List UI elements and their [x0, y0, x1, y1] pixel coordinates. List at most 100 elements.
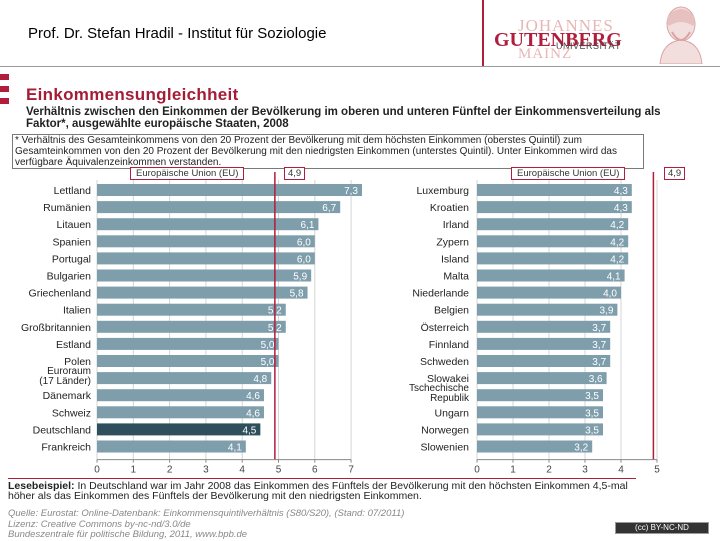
- definition-box: * Verhältnis des Gesamteinkommens von de…: [12, 134, 644, 169]
- value-label: 6,0: [297, 254, 311, 265]
- category-label: Euroraum (17 Länder): [39, 366, 91, 387]
- category-label: Malta: [443, 271, 469, 283]
- cc-license-badge: (cc) BY-NC-ND: [615, 522, 709, 534]
- bar: [97, 337, 279, 350]
- value-label: 6,7: [322, 203, 336, 214]
- value-label: 4,5: [242, 425, 256, 436]
- category-label: Litauen: [57, 219, 92, 231]
- bar: [477, 423, 603, 436]
- category-label: Schweiz: [52, 407, 91, 419]
- university-logo: JOHANNES GUTENBERG UNIVERSITÄT MAINZ: [494, 16, 624, 62]
- category-label: Rumänien: [43, 202, 91, 214]
- eu-reference-label-left: Europäische Union (EU): [130, 167, 245, 180]
- reading-example-text: In Deutschland war im Jahr 2008 das Eink…: [8, 480, 628, 502]
- value-label: 4,1: [228, 443, 242, 454]
- category-label: Slowenien: [421, 442, 470, 454]
- reading-example-label: Lesebeispiel:: [8, 480, 75, 492]
- value-label: 4,2: [610, 254, 624, 265]
- category-label: Ungarn: [435, 407, 470, 419]
- accent-mark: [0, 86, 9, 92]
- x-tick-label: 2: [546, 465, 552, 476]
- bar: [97, 406, 264, 419]
- category-label: Niederlande: [412, 288, 469, 300]
- category-label: Dänemark: [43, 390, 92, 402]
- category-label: Deutschland: [33, 424, 92, 436]
- chart-title: Einkommensungleichheit: [26, 85, 239, 104]
- slide-header: Prof. Dr. Stefan Hradil - Institut für S…: [0, 0, 720, 67]
- category-label: Spanien: [52, 236, 91, 248]
- bar: [97, 269, 312, 282]
- logo-line-4: MAINZ: [518, 46, 573, 62]
- bar: [97, 355, 279, 367]
- bar: [477, 406, 603, 419]
- bar: [97, 252, 315, 265]
- category-label: Italien: [63, 305, 91, 317]
- eu-reference-label-right: Europäische Union (EU): [511, 167, 626, 180]
- accent-mark: [0, 74, 9, 80]
- x-tick-label: 5: [654, 465, 660, 476]
- value-label: 6,0: [297, 237, 311, 248]
- value-label: 3,2: [574, 443, 588, 454]
- x-tick-label: 5: [276, 465, 282, 476]
- reading-example: Lesebeispiel: In Deutschland war im Jahr…: [8, 478, 636, 501]
- header-rule: [0, 66, 720, 67]
- bar: [97, 286, 308, 299]
- header-title: Prof. Dr. Stefan Hradil - Institut für S…: [28, 25, 327, 42]
- bar: [97, 423, 261, 436]
- x-tick-label: 4: [618, 465, 624, 476]
- bar: [477, 320, 611, 333]
- bar: [97, 218, 319, 231]
- value-label: 4,3: [614, 203, 628, 214]
- value-label: 3,6: [589, 374, 603, 385]
- category-label: Bulgarien: [47, 271, 92, 283]
- category-label: Irland: [443, 219, 469, 231]
- value-label: 5,0: [261, 357, 275, 368]
- logo-line-3: UNIVERSITÄT: [556, 41, 622, 51]
- bar: [477, 355, 611, 367]
- value-label: 5,0: [261, 340, 275, 351]
- value-label: 7,3: [344, 186, 358, 197]
- value-label: 4,8: [253, 374, 267, 385]
- category-label: Schweden: [420, 356, 469, 368]
- bar: [97, 184, 362, 196]
- category-label: Finnland: [429, 339, 469, 351]
- bar: [97, 303, 286, 316]
- bar: [477, 286, 621, 299]
- x-tick-label: 3: [582, 465, 588, 476]
- source-note: Quelle: Eurostat: Online-Datenbank: Eink…: [8, 508, 404, 541]
- bar: [477, 337, 611, 350]
- header-divider: [482, 0, 484, 66]
- category-label: Slowakei: [427, 373, 469, 385]
- value-label: 3,7: [592, 340, 606, 351]
- value-label: 4,2: [610, 237, 624, 248]
- bar: [477, 303, 618, 316]
- category-label: Luxemburg: [416, 185, 469, 197]
- bar: [97, 372, 272, 385]
- x-tick-label: 1: [510, 465, 516, 476]
- category-label: Österreich: [421, 322, 470, 334]
- x-tick-label: 6: [312, 465, 318, 476]
- value-label: 5,8: [290, 289, 304, 300]
- bar: [97, 201, 341, 214]
- eu-reference-value-right: 4,9: [664, 167, 686, 180]
- logo-line-2: GUTENBERG: [494, 29, 622, 51]
- x-tick-label: 3: [203, 465, 209, 476]
- bar: [477, 201, 632, 214]
- category-label: Griechenland: [29, 288, 92, 300]
- value-label: 4,2: [610, 220, 624, 231]
- chart-subtitle: Verhältnis zwischen den Einkommen der Be…: [26, 106, 661, 130]
- bar: [477, 389, 603, 402]
- bar: [97, 235, 315, 248]
- eu-reference-value-left: 4,9: [284, 167, 306, 180]
- bar: [97, 320, 286, 333]
- bar: [477, 235, 629, 248]
- x-tick-label: 2: [167, 465, 173, 476]
- value-label: 3,5: [585, 425, 599, 436]
- category-label: Estland: [56, 339, 91, 351]
- category-label: Belgien: [434, 305, 469, 317]
- bar: [477, 218, 629, 231]
- x-tick-label: 7: [348, 465, 354, 476]
- bar: [477, 252, 629, 265]
- bar: [477, 269, 625, 282]
